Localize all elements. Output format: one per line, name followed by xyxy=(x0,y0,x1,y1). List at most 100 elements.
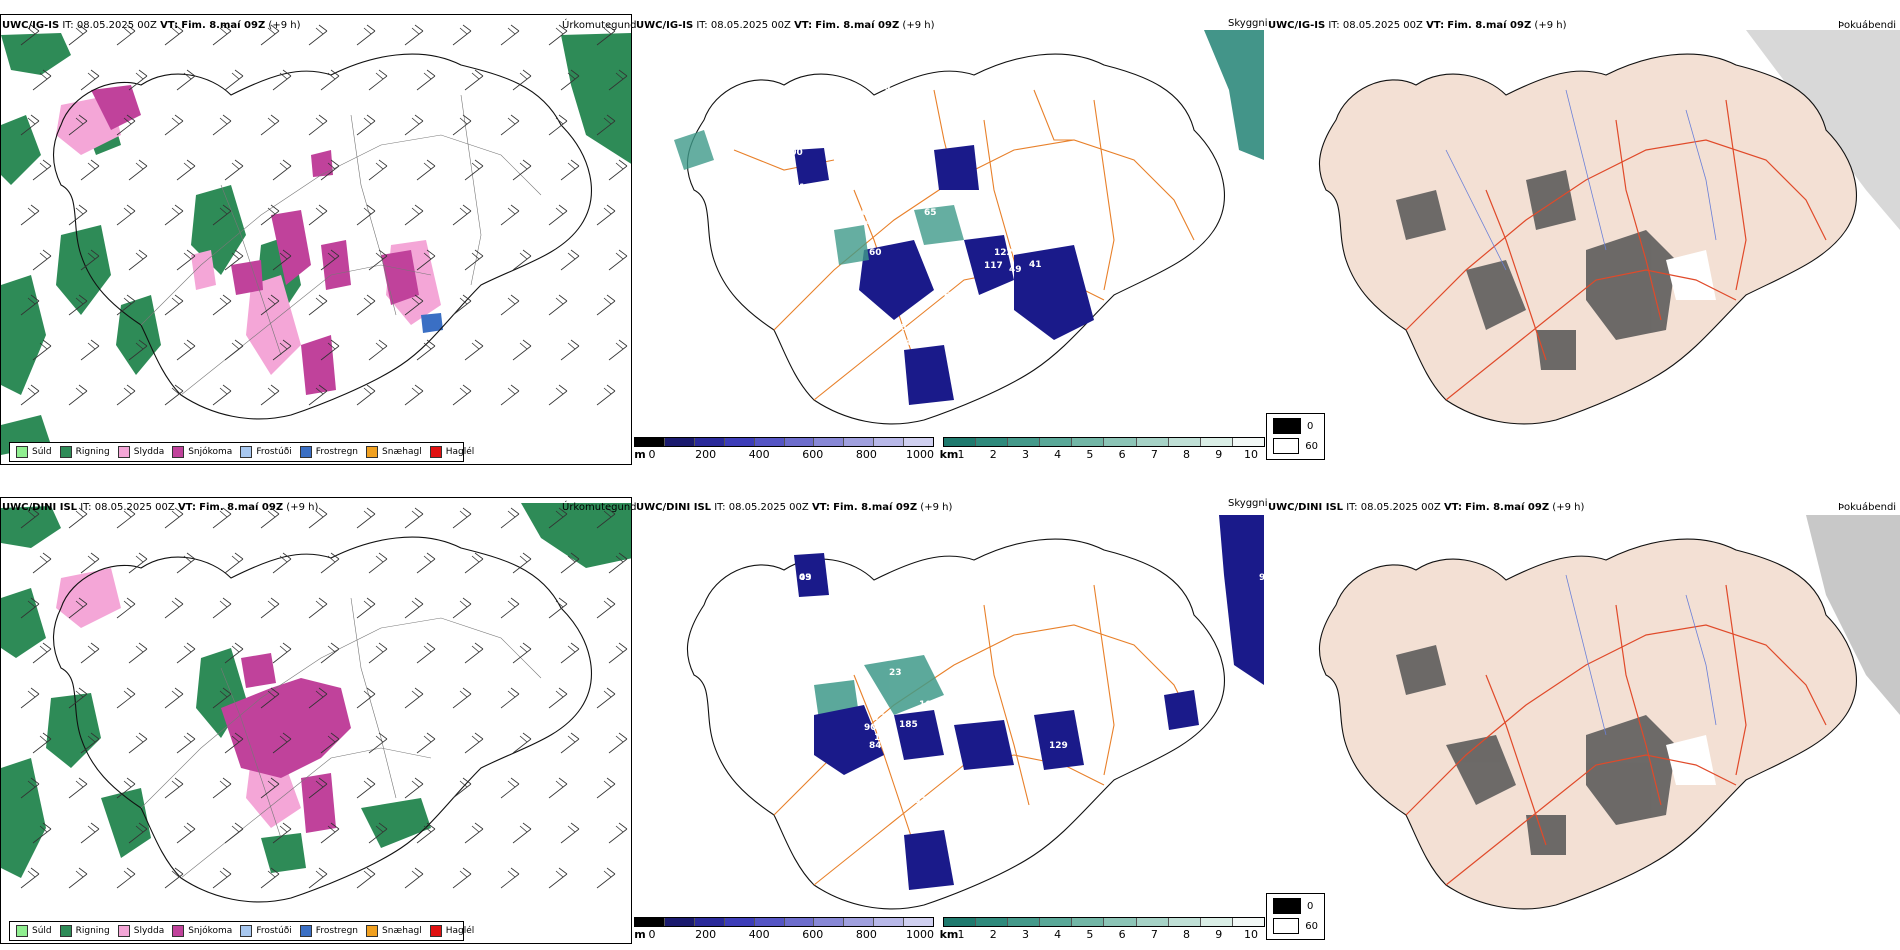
wind-barb xyxy=(548,597,568,619)
fog-label: 0 xyxy=(1307,900,1314,912)
cloud-base-label: 129 xyxy=(1049,741,1068,751)
legend-item-1: Rigning xyxy=(59,925,110,937)
wind-barb xyxy=(224,822,244,844)
colorbar-cell xyxy=(976,918,1009,926)
wind-barb xyxy=(368,822,388,844)
wind-barb xyxy=(452,777,472,799)
wind-barb xyxy=(464,642,484,664)
wind-barb xyxy=(212,114,232,136)
legend-label: Snæhagl xyxy=(382,926,422,936)
colorbar-cell xyxy=(1008,918,1041,926)
wind-barb xyxy=(116,384,136,406)
colorbar-tick: 7 xyxy=(1150,448,1158,461)
wind-barb xyxy=(32,642,52,664)
colorbar-tick: 2 xyxy=(989,448,997,461)
colorbar-tick: 9 xyxy=(1215,448,1223,461)
wind-barb xyxy=(212,867,232,889)
legend-swatch xyxy=(366,446,379,458)
cloud-base-label: 185 xyxy=(899,720,918,730)
wind-barb xyxy=(416,249,436,271)
colorbar-cell xyxy=(904,438,934,446)
ceiling-colorbar-row2: m 0 200 400 600 800 1000 xyxy=(634,917,934,941)
wind-barb xyxy=(500,597,520,619)
colorbar-tick: 200 xyxy=(695,928,717,941)
wind-barb xyxy=(464,159,484,181)
colorbar-tick: 1000 xyxy=(906,928,934,941)
wind-barb xyxy=(116,597,136,619)
colorbar-cell xyxy=(844,438,875,446)
wind-barb xyxy=(356,507,376,529)
legend-label: Snæhagl xyxy=(382,447,422,457)
wind-barb xyxy=(308,114,328,136)
wind-barb xyxy=(512,552,532,574)
wind-barb xyxy=(164,777,184,799)
legend-swatch xyxy=(429,446,442,458)
wind-barb xyxy=(596,24,616,46)
wind-barb xyxy=(452,204,472,226)
fog-panel-row2 xyxy=(1266,515,1900,915)
wind-barb xyxy=(548,687,568,709)
wind-barb xyxy=(116,867,136,889)
wind-barb xyxy=(176,822,196,844)
wind-barb xyxy=(308,294,328,316)
wind-barb xyxy=(608,69,628,91)
wind-barb xyxy=(260,867,280,889)
colorbar-cell xyxy=(976,438,1009,446)
wind-barb xyxy=(560,642,580,664)
wind-barb xyxy=(32,159,52,181)
wind-barb xyxy=(356,777,376,799)
cloud-base-label: 41 xyxy=(1029,260,1042,270)
wind-barb xyxy=(116,204,136,226)
colorbar-cell xyxy=(844,918,875,926)
colorbar-cell xyxy=(1168,918,1201,926)
cloud-panel-row1: 2 0 100 16 166 65 72 66 64 82 67 60 122 117 41 49 38 64 90… xyxy=(634,30,1264,430)
fog-map-row1 xyxy=(1318,30,1900,425)
model-name: UWC/IG-IS xyxy=(2,20,60,31)
wind-barb xyxy=(116,24,136,46)
wind-barb xyxy=(320,159,340,181)
wind-barb xyxy=(416,159,436,181)
wind-barb xyxy=(560,159,580,181)
colorbar-tick: 3 xyxy=(1021,448,1029,461)
colorbar-cell xyxy=(1072,438,1105,446)
wind-barb xyxy=(116,777,136,799)
cloud-base-label: 2 xyxy=(794,68,800,78)
colorbar-tick: 600 xyxy=(802,448,824,461)
cloud-base-label: 38 xyxy=(934,278,947,288)
colorbar-tick: 400 xyxy=(748,928,770,941)
wind-barb xyxy=(512,69,532,91)
wind-barb xyxy=(224,249,244,271)
wind-barb xyxy=(548,294,568,316)
wind-barb xyxy=(260,204,280,226)
wind-barb xyxy=(260,384,280,406)
colorbar-tick: 4 xyxy=(1054,928,1062,941)
cloud-base-label: 72 xyxy=(969,203,982,213)
cloud-base-label: 38 xyxy=(874,315,887,325)
colorbar-cell xyxy=(1008,438,1041,446)
legend-label: Súld xyxy=(32,926,52,936)
wind-barb xyxy=(596,777,616,799)
wind-barb xyxy=(80,159,100,181)
wind-barb xyxy=(176,69,196,91)
colorbar-cell xyxy=(1136,918,1169,926)
precip-legend-row2: Súld Rigning Slydda Snjókoma Frostúði Frostre… xyxy=(9,921,474,941)
legend-label: Súld xyxy=(32,447,52,457)
wind-barb xyxy=(368,732,388,754)
cloud-base-label: 94 xyxy=(1259,573,1264,583)
colorbar-cell xyxy=(874,918,905,926)
colorbar-cell xyxy=(944,438,977,446)
wind-barb xyxy=(272,249,292,271)
wind-barb xyxy=(548,384,568,406)
cloud-base-label: 69 xyxy=(919,773,932,783)
cloud-base-label: 164 xyxy=(874,733,893,743)
legend-swatch xyxy=(117,925,130,937)
colorbar-tick: 8 xyxy=(1183,928,1191,941)
wind-barb xyxy=(596,687,616,709)
wind-barb xyxy=(356,687,376,709)
legend-swatch xyxy=(240,925,253,937)
cloud-base-label: 65 xyxy=(924,208,937,218)
colorbar-tick: 6 xyxy=(1118,448,1126,461)
wind-barb xyxy=(212,384,232,406)
colorbar-tick: 1 xyxy=(957,448,965,461)
wind-barb xyxy=(512,249,532,271)
